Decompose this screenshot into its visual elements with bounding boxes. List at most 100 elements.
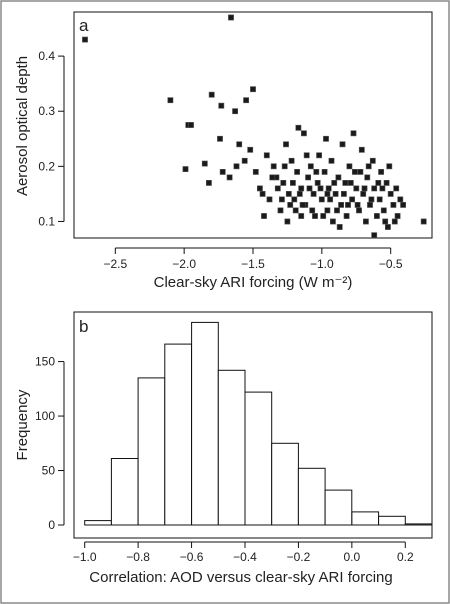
scatter-point [329,218,336,225]
scatter-point [356,207,362,214]
scatter-point [305,174,311,181]
scatter-point [269,174,276,181]
scatter-point [357,169,364,175]
histogram-x-tick-label: −0.4 [233,550,257,564]
histogram-bar [244,391,273,526]
scatter-point [252,169,259,175]
scatter-y-tick-label: 0.2 [38,159,55,173]
scatter-point [397,196,404,203]
scatter-point [361,185,368,192]
scatter-point [400,202,406,208]
scatter-point [287,202,294,208]
scatter-point [256,185,263,192]
scatter-point [233,163,240,170]
scatter-point [324,207,331,214]
scatter-point [369,157,376,164]
scatter-point [218,102,225,109]
histogram-bar [404,523,433,526]
scatter-point [368,196,375,203]
histogram-panel: b −1.0 −0.8 −0.6 −0.4 −0.2 0.0 0.2 0 50 100 150 C… [14,311,433,586]
histogram-panel-label: b [79,317,88,336]
scatter-point [289,180,296,186]
scatter-point [285,191,292,197]
histogram-x-tick-label: −0.8 [126,550,150,564]
scatter-point [250,86,256,93]
scatter-point [303,152,310,159]
scatter-point [299,202,306,208]
scatter-point [219,169,226,175]
scatter-point [318,196,325,203]
scatter-point [420,218,427,225]
scatter-point [349,196,355,203]
scatter-point [325,185,332,192]
scatter-point [331,180,338,186]
scatter-point [226,174,233,181]
scatter-point [280,180,287,186]
scatter-plot-box [73,11,433,239]
scatter-point [274,185,281,192]
scatter-x-tick-label: −0.5 [379,257,403,271]
scatter-point [270,163,277,170]
scatter-point [300,130,307,137]
scatter-point [382,218,389,225]
scatter-point [387,191,394,197]
scatter-point [346,163,353,170]
scatter-point [298,213,305,219]
scatter-y-axis: 0.1 0.2 0.3 0.4 [38,49,65,228]
scatter-point [188,122,194,128]
scatter-point [365,163,372,170]
scatter-point [294,169,300,175]
scatter-point [259,191,266,197]
scatter-point [393,185,400,192]
histogram-y-axis-title: Frequency [14,389,31,460]
scatter-point [82,36,88,43]
scatter-point [386,163,393,170]
scatter-point [354,202,361,208]
scatter-point [378,169,384,175]
histogram-x-tick-label: 0.2 [397,550,414,564]
scatter-point [360,191,367,197]
histogram-x-axis-title: Correlation: AOD versus clear-sky ARI fo… [89,569,392,586]
histogram-y-axis: 0 50 100 150 [35,355,65,532]
histogram-bar [324,489,353,526]
scatter-point [351,169,358,175]
histogram-bar [84,520,112,526]
scatter-point [277,207,284,214]
scatter-point [343,213,350,219]
scatter-point [228,14,234,21]
scatter-x-tick-label: −2.0 [172,257,196,271]
scatter-point [376,196,383,203]
scatter-point [339,141,346,148]
scatter-x-tick-label: −1.5 [241,257,265,271]
scatter-point [334,207,340,214]
histogram-y-tick-label: 0 [48,518,55,532]
histogram-y-tick-label: 150 [35,355,55,369]
histogram-bar [378,515,406,526]
scatter-panel-label: a [79,16,89,35]
scatter-point [266,196,273,203]
scatter-point [320,213,327,219]
scatter-point [243,97,249,104]
scatter-point [167,97,174,104]
scatter-point [206,180,212,186]
scatter-point [310,191,317,197]
scatter-point [353,185,360,192]
histogram-bar [351,511,380,526]
scatter-point [347,180,354,186]
scatter-point [373,213,380,219]
scatter-point [298,185,305,192]
scatter-point [283,141,289,148]
scatter-panel: a −2.5 −2.0 −1.5 −1.0 −0.5 0.1 0.2 0.3 0.4 Clea… [14,11,433,291]
scatter-point [263,152,270,159]
scatter-point [364,174,371,181]
histogram-x-tick-label: −0.2 [287,550,311,564]
scatter-point [342,180,349,186]
scatter-point [390,202,397,208]
scatter-y-tick-label: 0.3 [38,104,55,118]
scatter-point [394,213,401,219]
scatter-point [281,163,288,170]
scatter-point [241,157,248,164]
scatter-point [217,135,223,142]
scatter-y-tick-label: 0.4 [38,49,55,63]
scatter-point [340,191,347,197]
